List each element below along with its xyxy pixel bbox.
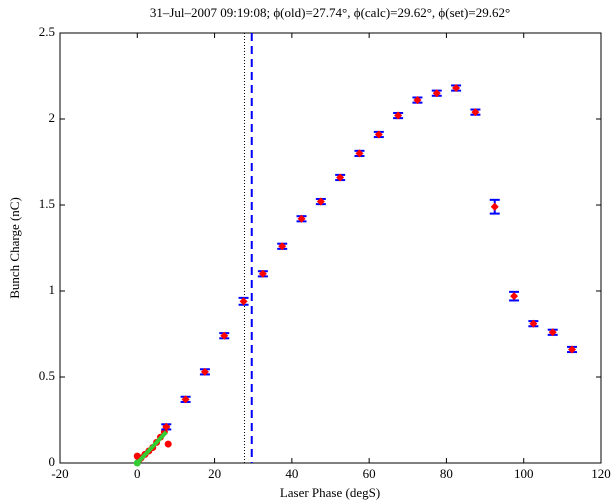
data-point <box>258 269 267 278</box>
x-tick-label: 0 <box>134 466 141 481</box>
data-point <box>413 96 422 105</box>
x-axis-label: Laser Phase (degS) <box>280 485 380 500</box>
x-tick-label: 120 <box>591 466 611 481</box>
data-point <box>316 197 325 206</box>
y-tick-label: 1 <box>49 282 56 297</box>
x-tick-label: 100 <box>514 466 534 481</box>
data-point <box>568 345 577 354</box>
y-tick-label: 0.5 <box>39 368 55 383</box>
data-point <box>529 319 538 328</box>
plot-area <box>59 32 602 464</box>
data-point <box>548 328 557 337</box>
x-tick-label: 60 <box>363 466 376 481</box>
data-point <box>297 214 306 223</box>
data-point <box>181 395 190 404</box>
data-point <box>220 331 229 340</box>
data-point <box>471 108 480 117</box>
x-tick-label: 40 <box>285 466 298 481</box>
data-point <box>162 422 171 431</box>
y-tick-label: 2 <box>49 110 56 125</box>
data-point <box>510 292 519 301</box>
data-point <box>278 242 287 251</box>
data-point <box>490 202 499 211</box>
y-axis-label: Bunch Charge (nC) <box>7 197 22 299</box>
data-point <box>239 297 248 306</box>
data-point <box>394 111 403 120</box>
data-point <box>452 84 461 93</box>
x-tick-label: 20 <box>208 466 221 481</box>
data-point <box>200 367 209 376</box>
data-point <box>164 440 172 448</box>
x-tick-label: 80 <box>440 466 453 481</box>
y-tick-label: 0 <box>49 454 56 469</box>
chart-title: 31–Jul–2007 09:19:08; ϕ(old)=27.74°, ϕ(c… <box>150 5 510 20</box>
fit-line <box>135 430 168 465</box>
x-tick-label: -20 <box>51 466 68 481</box>
data-point <box>336 173 345 182</box>
data-point <box>133 459 141 467</box>
y-tick-label: 2.5 <box>39 24 55 39</box>
y-tick-label: 1.5 <box>39 196 55 211</box>
data-point <box>432 89 441 98</box>
data-point <box>374 130 383 139</box>
data-point <box>355 149 364 158</box>
